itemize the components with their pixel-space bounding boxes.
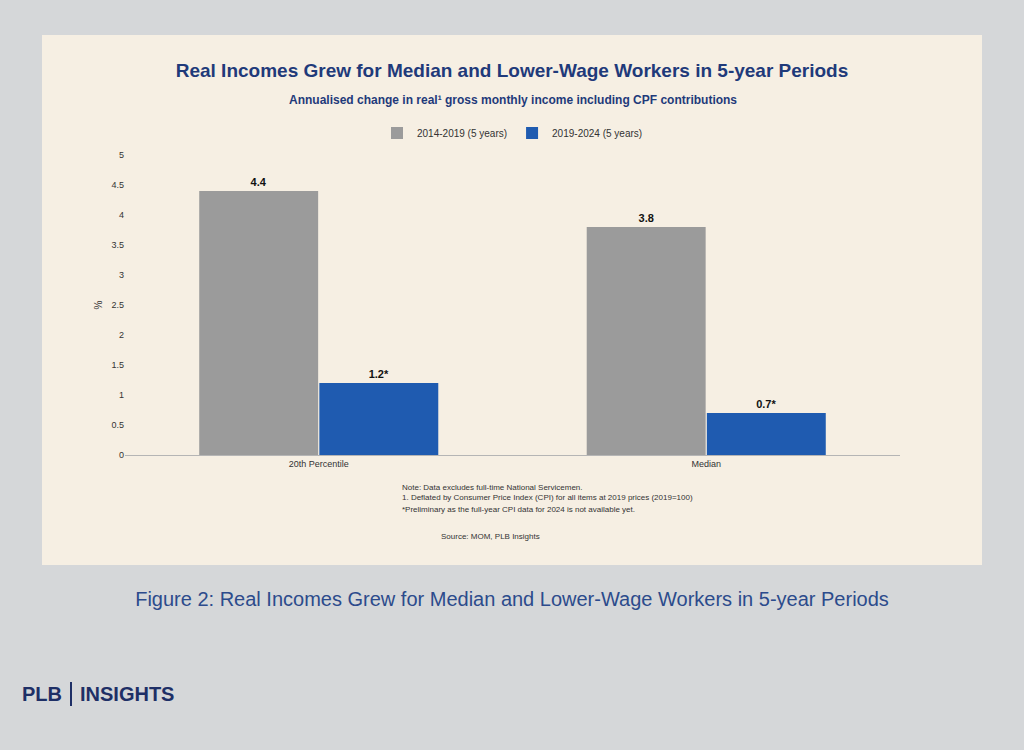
svg-text:0.7*: 0.7* xyxy=(756,398,776,410)
svg-text:Median: Median xyxy=(691,459,721,469)
svg-text:5: 5 xyxy=(119,150,124,160)
svg-text:4.5: 4.5 xyxy=(111,180,124,190)
svg-text:3.5: 3.5 xyxy=(111,240,124,250)
svg-text:Annualised change in real¹ gro: Annualised change in real¹ gross monthly… xyxy=(289,93,737,107)
html-text:PLB: PLB xyxy=(22,682,62,705)
svg-text:1: 1 xyxy=(119,390,124,400)
svg-text:Source: MOM, PLB Insights: Source: MOM, PLB Insights xyxy=(441,532,540,541)
svg-text:20th Percentile: 20th Percentile xyxy=(289,459,349,469)
svg-text:2: 2 xyxy=(119,330,124,340)
svg-text:%: % xyxy=(93,300,104,309)
svg-text:1.2*: 1.2* xyxy=(369,368,389,380)
svg-text:4.4: 4.4 xyxy=(251,176,267,188)
svg-text:0.5: 0.5 xyxy=(111,420,124,430)
svg-text:3.8: 3.8 xyxy=(639,212,654,224)
svg-text:1.5: 1.5 xyxy=(111,360,124,370)
svg-text:Note: Data excludes full-time: Note: Data excludes full-time National S… xyxy=(402,483,583,492)
svg-text:1. Deflated by Consumer Price: 1. Deflated by Consumer Price Index (CPI… xyxy=(402,493,693,502)
svg-text:4: 4 xyxy=(119,210,124,220)
svg-text:2019-2024 (5 years): 2019-2024 (5 years) xyxy=(552,128,642,139)
svg-text:2.5: 2.5 xyxy=(111,300,124,310)
svg-text:3: 3 xyxy=(119,270,124,280)
svg-text:*Preliminary as the full-year: *Preliminary as the full-year CPI data f… xyxy=(402,505,635,514)
svg-text:2014-2019 (5 years): 2014-2019 (5 years) xyxy=(417,128,507,139)
html-text:Figure 2: Real Incomes Grew fo: Figure 2: Real Incomes Grew for Median a… xyxy=(135,588,889,610)
svg-text:0: 0 xyxy=(119,450,124,460)
html-text:INSIGHTS: INSIGHTS xyxy=(80,682,175,705)
svg-text:Real Incomes Grew for Median a: Real Incomes Grew for Median and Lower-W… xyxy=(176,60,849,81)
